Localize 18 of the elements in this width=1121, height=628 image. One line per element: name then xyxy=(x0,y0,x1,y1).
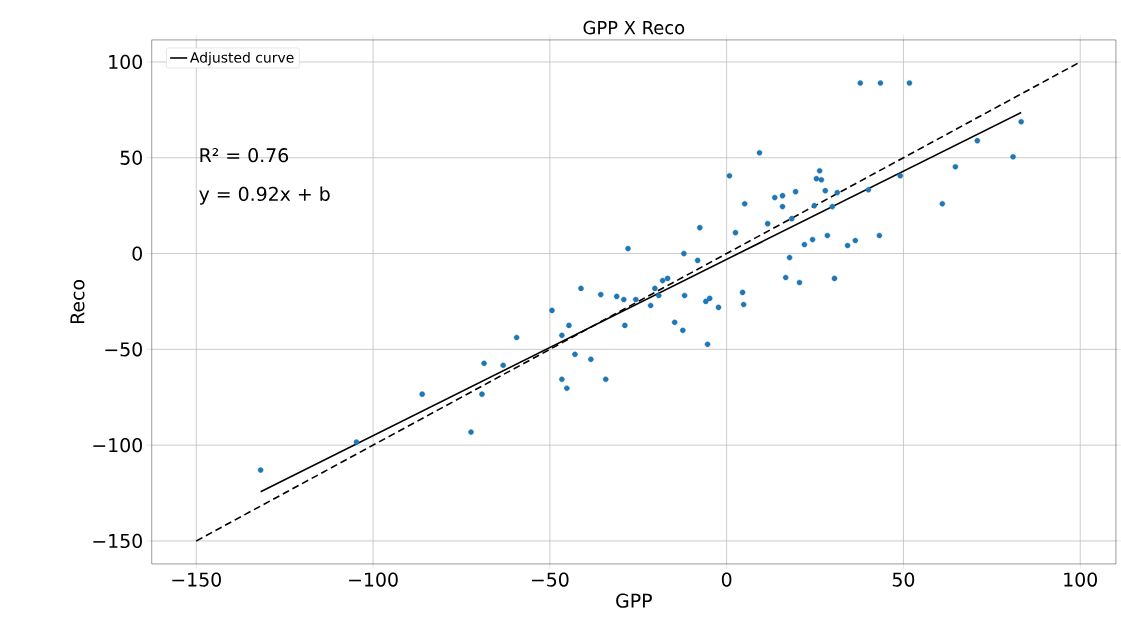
annotation: y = 0.92x + b xyxy=(199,186,330,205)
chart-title: GPP X Reco xyxy=(583,20,685,35)
x-tick-label: −150 xyxy=(172,572,221,587)
y-tick-label: −50 xyxy=(105,342,142,357)
x-tick-label: 100 xyxy=(1064,572,1097,587)
legend-label: Adjusted curve xyxy=(190,52,294,66)
x-tick-label: 0 xyxy=(721,572,732,587)
y-axis-title: Reco xyxy=(70,280,85,324)
x-tick-label: −50 xyxy=(531,572,569,587)
annotation: R² = 0.76 xyxy=(200,148,289,163)
y-tick-label: 100 xyxy=(109,54,142,70)
x-tick-label: 50 xyxy=(892,572,915,587)
y-tick-label: 50 xyxy=(120,150,142,165)
y-tick-label: −150 xyxy=(93,533,142,549)
y-tick-label: 0 xyxy=(132,246,142,261)
x-tick-label: −100 xyxy=(349,572,398,587)
y-tick-label: −100 xyxy=(93,438,142,453)
x-axis-title: GPP xyxy=(616,593,652,608)
